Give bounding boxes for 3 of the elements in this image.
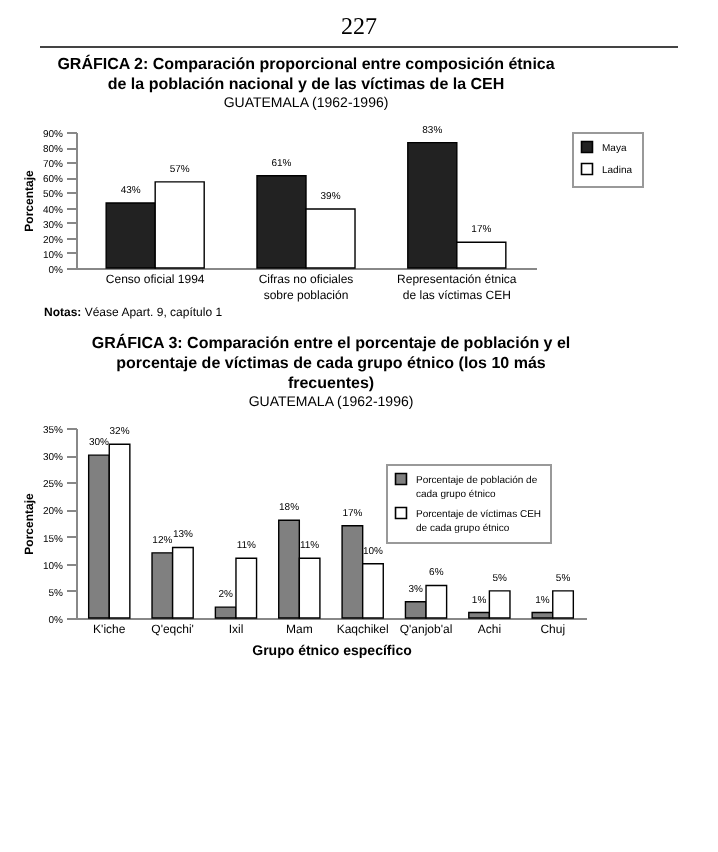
chart-title: GRÁFICA 2: Comparación proporcional entre composición étnica de la población nacional y de las víctimas de la CEH <box>57 52 556 93</box>
chart-title: GRÁFICA 3: Comparación entre el porcentaje de población y el porcentaje de víctimas de cada grupo étnico (los 10 más frecuentes) <box>91 332 571 392</box>
text: 227 <box>40 12 678 48</box>
